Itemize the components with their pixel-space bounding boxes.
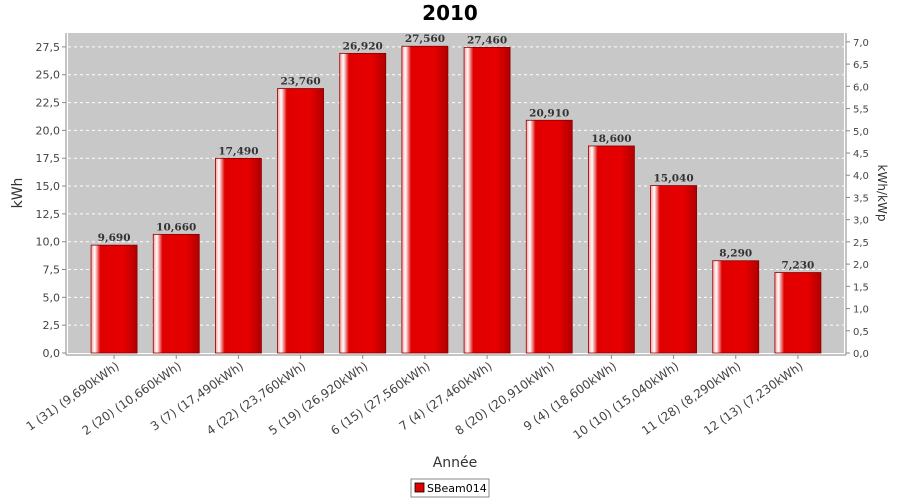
y-tick-label: 25,0 — [36, 69, 61, 82]
legend-box — [410, 478, 490, 498]
bar-value-label: 15,040 — [653, 173, 693, 185]
bar-value-label: 7,230 — [781, 260, 814, 272]
chart-title: 2010 — [422, 1, 478, 25]
bar-value-label: 9,690 — [98, 232, 131, 244]
bar-value-label: 17,490 — [218, 145, 258, 157]
y-right-tick-label: 6,5 — [853, 60, 869, 71]
y-tick-label: 15,0 — [36, 180, 61, 193]
y-tick-label: 12,5 — [36, 208, 61, 221]
left-axis-ticks: 0,0 2,5 5,0 7,5 10,0 12,5 15,0 17,5 20,0 22,5 25,0… — [36, 41, 66, 360]
y-tick-label: 22,5 — [36, 97, 61, 110]
legend-swatch — [414, 482, 425, 493]
bar — [215, 157, 262, 354]
y-right-tick-label: 0,5 — [853, 327, 869, 338]
bar — [525, 119, 573, 354]
y-tick-label: 20,0 — [36, 124, 61, 137]
bar — [712, 260, 760, 354]
y-axis-title: kWh — [10, 178, 26, 209]
y-tick-label: 27,5 — [36, 41, 61, 54]
bar — [463, 46, 511, 354]
y-right-tick-label: 2,0 — [853, 260, 869, 271]
y-right-tick-label: 7,0 — [853, 38, 869, 49]
bar-value-label: 27,460 — [467, 34, 507, 46]
bars — [90, 45, 822, 354]
bar — [774, 272, 822, 354]
bar — [588, 145, 635, 354]
y-right-tick-label: 1,0 — [853, 305, 869, 316]
y-right-tick-label: 0,0 — [853, 349, 869, 360]
bar — [401, 45, 449, 354]
x-axis-title: Année — [433, 455, 478, 471]
y-right-tick-label: 4,0 — [853, 171, 869, 182]
y-right-tick-label: 1,5 — [853, 282, 869, 293]
bar — [650, 185, 697, 354]
y-right-tick-label: 5,5 — [853, 105, 869, 116]
bar — [152, 233, 200, 354]
right-axis-ticks: 0,0 0,5 1,0 1,5 2,0 2,5 3,0 3,5 4,0 4,5 5,0 5,5 6,0 6… — [846, 38, 869, 360]
bar-labels: 9,690 10,660 17,490 23,760 26,920 27,560 27,46… — [98, 33, 815, 271]
x-tick-label: 10 (10) (15,040kWh) — [571, 359, 682, 442]
y-right-tick-label: 2,5 — [853, 238, 869, 249]
y-tick-label: 10,0 — [36, 236, 61, 249]
legend: SBeam014 — [410, 478, 490, 498]
bar — [339, 52, 387, 354]
bar — [277, 88, 324, 354]
bar — [90, 244, 138, 354]
y-tick-label: 7,5 — [43, 264, 61, 277]
y-axis-right-title: kWh/kWp — [875, 165, 889, 222]
bar-value-label: 26,920 — [343, 40, 383, 52]
bar-value-label: 20,910 — [529, 107, 569, 119]
y-tick-label: 17,5 — [36, 152, 61, 165]
bar-value-label: 18,600 — [591, 133, 631, 145]
y-right-tick-label: 3,0 — [853, 216, 869, 227]
bar-value-label: 8,290 — [719, 248, 752, 260]
legend-label: SBeam014 — [427, 482, 487, 495]
y-right-tick-label: 5,0 — [853, 127, 869, 138]
y-right-tick-label: 4,5 — [853, 149, 869, 160]
category-labels: 1 (31) (9,690kWh)2 (20) (10,660kWh)3 (7)… — [24, 355, 806, 442]
bar-value-label: 23,760 — [280, 76, 320, 88]
y-tick-label: 0,0 — [43, 347, 61, 360]
y-tick-label: 2,5 — [43, 319, 61, 332]
bar-value-label: 10,660 — [156, 221, 196, 233]
y-right-tick-label: 6,0 — [853, 82, 869, 93]
y-right-tick-label: 3,5 — [853, 193, 869, 204]
y-tick-label: 5,0 — [43, 291, 61, 304]
bar-value-label: 27,560 — [405, 33, 445, 45]
